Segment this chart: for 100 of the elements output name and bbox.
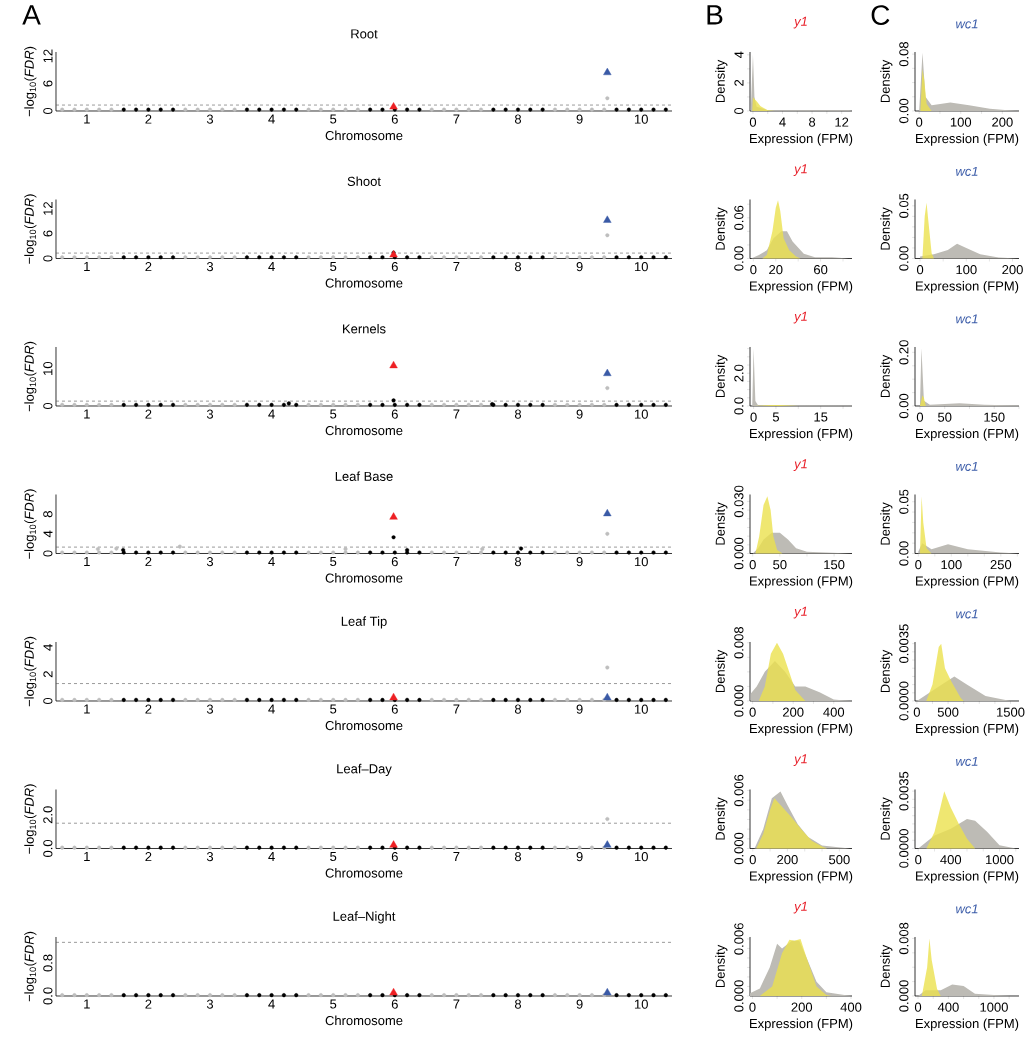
x-tick-label: 0 bbox=[915, 560, 922, 570]
y-tick-label: 0 bbox=[43, 255, 53, 262]
x-tick-label: 5 bbox=[330, 704, 337, 714]
x-tick-label: 0 bbox=[750, 265, 757, 275]
x-tick-label: 20 bbox=[769, 265, 783, 275]
x-tick-label: 200 bbox=[777, 855, 798, 865]
x-tick-label: 2 bbox=[145, 852, 152, 862]
x-tick-label: 6 bbox=[391, 557, 398, 567]
y-tick-label: 0.0 bbox=[734, 397, 744, 415]
x-tick-label: 0 bbox=[749, 117, 757, 127]
y-axis-title: Density bbox=[880, 207, 893, 250]
x-tick-label: 8 bbox=[514, 852, 522, 862]
y-tick-label: 12 bbox=[43, 49, 53, 63]
x-tick-label: 9 bbox=[576, 114, 583, 124]
x-tick-label: 250 bbox=[990, 560, 1012, 570]
x-tick-label: 9 bbox=[576, 557, 583, 567]
x-tick-label: 0 bbox=[916, 265, 924, 275]
y-tick-label: 0.20 bbox=[899, 340, 909, 365]
y-axis-title: −log$_{10}$(FDR) bbox=[24, 489, 37, 559]
x-tick-label: 100 bbox=[956, 265, 977, 275]
chart-title: Kernels bbox=[343, 323, 386, 334]
x-axis-title: Expression (FPM) bbox=[916, 576, 1019, 589]
x-axis-title: Expression (FPM) bbox=[750, 281, 853, 294]
y-axis-title: −log$_{10}$(FDR) bbox=[24, 46, 37, 117]
x-axis-title: Expression (FPM) bbox=[750, 871, 853, 884]
y-axis-title: −log$_{10}$(FDR) bbox=[24, 341, 37, 412]
y-tick-label: 0.006 bbox=[734, 923, 744, 955]
chart-title: Leaf Base bbox=[335, 471, 393, 481]
x-tick-label: 100 bbox=[950, 117, 972, 127]
x-tick-label: 0 bbox=[750, 412, 757, 422]
x-tick-label: 0 bbox=[749, 855, 756, 865]
x-axis-title: Expression (FPM) bbox=[916, 871, 1019, 884]
x-tick-label: 2 bbox=[145, 262, 152, 272]
x-tick-label: 8 bbox=[514, 114, 522, 124]
x-tick-label: 200 bbox=[783, 707, 804, 717]
x-tick-label: 400 bbox=[937, 1002, 959, 1012]
x-axis-title: Expression (FPM) bbox=[750, 723, 853, 736]
y-tick-label: 0 bbox=[734, 107, 744, 115]
y-axis-title: −log$_{10}$(FDR) bbox=[24, 636, 37, 707]
x-tick-label: 200 bbox=[1002, 265, 1023, 275]
x-tick-label: 1500 bbox=[997, 707, 1025, 717]
x-tick-label: 200 bbox=[791, 1002, 813, 1012]
y-axis-title: Density bbox=[715, 502, 728, 545]
y-tick-label: 0.0035 bbox=[899, 771, 909, 811]
y-tick-label: 2 bbox=[734, 79, 744, 86]
x-tick-label: 100 bbox=[941, 560, 962, 570]
y-tick-label: 2.0 bbox=[43, 806, 53, 824]
x-tick-label: 0 bbox=[749, 707, 756, 717]
y-axis-title: −log$_{10}$(FDR) bbox=[24, 194, 37, 264]
x-tick-label: 10 bbox=[634, 114, 648, 124]
y-tick-label: 0.006 bbox=[734, 774, 744, 807]
x-tick-label: 1 bbox=[84, 999, 90, 1009]
chart-title: wc1 bbox=[956, 19, 978, 29]
x-tick-label: 10 bbox=[634, 262, 648, 272]
y-tick-label: 0 bbox=[43, 550, 53, 557]
y-tick-label: 4 bbox=[734, 51, 744, 59]
x-tick-label: 3 bbox=[206, 262, 214, 272]
x-tick-label: 2 bbox=[145, 999, 152, 1009]
y-tick-label: 0.00 bbox=[734, 246, 744, 271]
x-tick-label: 0 bbox=[749, 1002, 756, 1012]
x-tick-label: 0 bbox=[915, 855, 922, 865]
y-tick-label: 0.05 bbox=[899, 489, 909, 514]
x-tick-label: 7 bbox=[453, 262, 460, 271]
chart-title: wc1 bbox=[956, 609, 978, 619]
x-tick-label: 3 bbox=[206, 704, 214, 714]
y-tick-label: 6 bbox=[43, 80, 53, 87]
y-axis-title: Density bbox=[715, 59, 728, 103]
y-axis-title: Density bbox=[880, 797, 893, 840]
y-tick-label: 4 bbox=[43, 530, 53, 538]
x-tick-label: 3 bbox=[206, 409, 214, 419]
y-axis-title: Density bbox=[715, 649, 728, 693]
x-tick-label: 3 bbox=[206, 852, 214, 862]
x-tick-label: 0 bbox=[914, 1002, 922, 1012]
x-tick-label: 1000 bbox=[980, 1002, 1008, 1012]
x-tick-label: 10 bbox=[634, 999, 648, 1009]
y-axis-title: Density bbox=[880, 354, 893, 398]
y-axis-title: Density bbox=[880, 649, 893, 693]
x-axis-title: Expression (FPM) bbox=[916, 133, 1019, 146]
y-tick-label: 0.06 bbox=[734, 205, 744, 230]
y-tick-label: 0.000 bbox=[734, 980, 744, 1012]
y-tick-label: 0.0 bbox=[43, 839, 53, 858]
x-axis-title: Expression (FPM) bbox=[916, 1018, 1019, 1031]
x-tick-label: 4 bbox=[268, 704, 275, 714]
chart-title: y1 bbox=[793, 164, 807, 176]
x-axis-title: Chromosome bbox=[325, 130, 403, 141]
chart-title: Root bbox=[351, 29, 378, 39]
text: C bbox=[871, 5, 890, 26]
x-tick-label: 6 bbox=[391, 114, 398, 124]
y-tick-label: 0.030 bbox=[734, 485, 744, 518]
x-tick-label: 0 bbox=[913, 707, 920, 717]
x-tick-label: 4 bbox=[268, 262, 275, 271]
chart-title: y1 bbox=[793, 16, 807, 29]
x-tick-label: 7 bbox=[453, 704, 460, 714]
y-tick-label: 12 bbox=[43, 202, 53, 215]
chart-title: y1 bbox=[793, 459, 807, 471]
y-tick-label: 0.0 bbox=[43, 987, 53, 1005]
x-tick-label: 4 bbox=[268, 999, 275, 1009]
x-tick-label: 400 bbox=[840, 1002, 862, 1012]
x-axis-title: Expression (FPM) bbox=[916, 428, 1019, 441]
y-tick-label: 0 bbox=[43, 107, 53, 115]
